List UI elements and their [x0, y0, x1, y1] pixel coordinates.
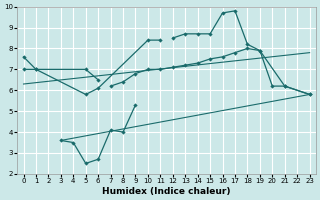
X-axis label: Humidex (Indice chaleur): Humidex (Indice chaleur) [102, 187, 231, 196]
